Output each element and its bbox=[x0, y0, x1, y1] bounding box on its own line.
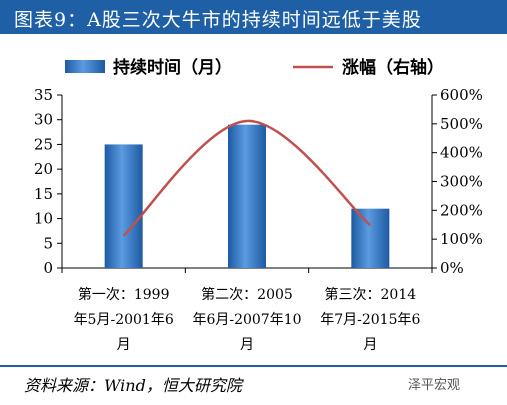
right-tick-label: 100% bbox=[440, 230, 483, 248]
x-category-label: 月 bbox=[117, 337, 131, 353]
x-category-label: 月 bbox=[240, 337, 254, 353]
footer-divider bbox=[0, 365, 507, 367]
left-tick-label: 35 bbox=[34, 86, 53, 104]
right-tick-label: 500% bbox=[440, 115, 483, 133]
right-tick-label: 600% bbox=[440, 86, 483, 104]
left-tick-label: 20 bbox=[34, 160, 53, 178]
x-category-label: 年6月-2007年10 bbox=[192, 312, 301, 328]
x-category-label: 年5月-2001年6 bbox=[74, 312, 174, 328]
right-tick-label: 200% bbox=[440, 201, 483, 219]
source-note: 资料来源：Wind，恒大研究院 bbox=[24, 376, 242, 395]
legend-bar-label: 持续时间（月） bbox=[113, 57, 232, 78]
legend-bar-swatch bbox=[65, 60, 105, 73]
watermark: 泽平宏观 bbox=[408, 378, 461, 393]
legend-line-label: 涨幅（右轴） bbox=[342, 57, 444, 78]
right-tick-label: 400% bbox=[440, 144, 483, 162]
bar bbox=[104, 144, 143, 268]
right-tick-label: 300% bbox=[440, 173, 483, 191]
left-tick-label: 25 bbox=[34, 135, 53, 153]
left-tick-label: 0 bbox=[43, 259, 53, 277]
x-category-label: 月 bbox=[363, 337, 377, 353]
bar bbox=[351, 208, 390, 268]
x-category-label: 第一次：1999 bbox=[78, 286, 170, 303]
bar bbox=[228, 124, 266, 269]
left-tick-label: 5 bbox=[43, 234, 53, 252]
right-tick-label: 0% bbox=[440, 259, 464, 277]
chart-title: 图表9：A股三次大牛市的持续时间远低于美股 bbox=[14, 9, 422, 31]
x-category-label: 第二次：2005 bbox=[201, 286, 293, 303]
left-tick-label: 10 bbox=[34, 210, 53, 228]
x-category-label: 第三次：2014 bbox=[325, 286, 417, 303]
title-bar: 图表9：A股三次大牛市的持续时间远低于美股 bbox=[0, 0, 507, 34]
left-tick-label: 15 bbox=[34, 185, 53, 203]
x-category-label: 年7月-2015年6 bbox=[320, 312, 420, 328]
left-tick-label: 30 bbox=[34, 111, 53, 129]
